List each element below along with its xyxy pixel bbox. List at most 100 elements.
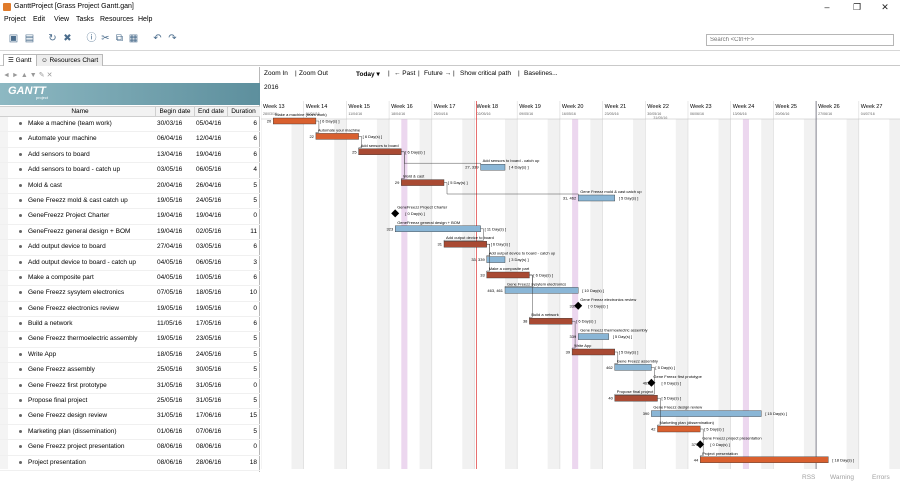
task-bar[interactable] [657, 425, 701, 433]
task-begin-date: 18/05/16 [157, 350, 183, 358]
task-bar[interactable] [272, 117, 317, 125]
task-bar[interactable] [651, 410, 762, 417]
table-row[interactable]: Make a composite part 04/05/16 10/05/16 6 [0, 271, 260, 287]
table-row[interactable]: Gene Freezz electronics review 19/05/16 19… [0, 302, 260, 318]
task-id-label: 20 [267, 119, 272, 124]
status-warning[interactable]: Warning [830, 474, 854, 481]
task-bar[interactable] [614, 395, 658, 402]
save-icon[interactable]: ▣ [8, 33, 19, 44]
task-bar[interactable] [443, 240, 487, 248]
status-rss[interactable]: RSS [802, 474, 816, 481]
ganttproject-logo: GANTT project [0, 83, 260, 105]
task-bar[interactable] [571, 348, 616, 356]
cut-icon[interactable]: ✂ [101, 33, 110, 44]
task-duration-label: [ 5 Day(s) ] [448, 180, 468, 185]
zoom-in-button[interactable]: Zoom In [264, 70, 288, 77]
baselines-button[interactable]: Baselines... [524, 70, 558, 77]
paste-icon[interactable]: ▦ [128, 33, 139, 44]
milestone-diamond[interactable] [574, 301, 583, 310]
future-button[interactable]: Future → [424, 70, 452, 77]
column-duration[interactable]: Duration [231, 108, 256, 115]
search-input[interactable] [706, 34, 894, 46]
tab-gantt[interactable]: ☰ Gantt [3, 54, 37, 66]
task-bar[interactable] [614, 364, 652, 371]
column-end-date[interactable]: End date [197, 108, 225, 115]
table-row[interactable]: Automate your machine 06/04/16 12/04/16 6 [0, 132, 260, 148]
table-row[interactable]: Gene Freezz project presentation 08/06/16… [0, 440, 260, 456]
table-row[interactable]: Mold & cast 20/04/16 26/04/16 5 [0, 179, 260, 194]
copy-icon[interactable]: ⧉ [115, 33, 124, 44]
dependency-arrow [358, 136, 362, 149]
table-row[interactable]: Make a machine (team work) 30/03/16 05/04/… [0, 117, 260, 133]
task-bar[interactable] [486, 256, 506, 263]
table-row[interactable]: Propose final project 25/05/16 31/05/16 5 [0, 394, 260, 410]
task-bar[interactable] [578, 333, 609, 340]
task-bar[interactable] [578, 194, 616, 202]
table-row[interactable]: Gene Freezz thermoelectric assembly 19/05… [0, 332, 260, 348]
critical-path-button[interactable]: Show critical path [460, 70, 511, 77]
table-row[interactable]: Project presentation 08/06/16 28/06/16 18 [0, 456, 260, 471]
task-bar[interactable] [486, 271, 530, 279]
close-button[interactable]: ✕ [881, 2, 889, 12]
vertical-scrollbar[interactable] [0, 117, 8, 469]
task-bar[interactable] [394, 225, 481, 233]
menu-tasks[interactable]: Tasks [76, 16, 94, 23]
task-name: Gene Freezz thermoelectric assembly [28, 335, 138, 343]
column-name[interactable]: Name [71, 108, 89, 115]
table-row[interactable]: Add sensors to board - catch up 03/05/16 0… [0, 163, 260, 179]
task-duration-label: [ 5 Day(s) ] [613, 334, 633, 339]
info-icon[interactable]: ⓘ [86, 33, 97, 44]
gantt-chart[interactable]: Week 13 28/03/16 Week 14 04/04/16 Week 15 11/… [261, 101, 900, 469]
task-bar[interactable] [529, 317, 573, 325]
column-begin-date[interactable]: Begin date [159, 108, 191, 115]
toolbar-separator: | [453, 70, 455, 77]
maximize-button[interactable]: ❐ [852, 2, 862, 12]
menu-help[interactable]: Help [138, 16, 153, 23]
task-id-label: 27, 339 [465, 165, 479, 170]
status-errors[interactable]: Errors [872, 474, 890, 481]
table-row[interactable]: Marketing plan (dissemination) 01/06/16 07… [0, 425, 260, 441]
task-bar[interactable] [480, 164, 506, 171]
table-row[interactable]: Write App 18/05/16 24/05/16 5 [0, 348, 260, 364]
redo-icon[interactable]: ↷ [168, 33, 177, 44]
tab-resources-chart[interactable]: ☺ Resources Chart [36, 54, 104, 66]
past-button[interactable]: ← Past [394, 70, 416, 77]
open-icon[interactable]: ▤ [24, 33, 35, 44]
table-row[interactable]: Build a network 11/05/16 17/05/16 6 [0, 317, 260, 333]
task-begin-date: 04/05/16 [157, 273, 183, 281]
table-row[interactable]: Gene Freezz assembly 25/05/16 30/05/16 5 [0, 363, 260, 379]
today-button[interactable]: Today ▾ [356, 71, 380, 78]
task-duration-label: [ 5 Day(s) ] [619, 350, 639, 355]
milestone-diamond[interactable] [391, 209, 400, 218]
task-bar-label: GeneFreezz Project Charter [397, 204, 448, 209]
task-bar[interactable] [315, 133, 359, 140]
milestone-diamond[interactable] [696, 440, 705, 449]
delete-icon[interactable]: ✖ [63, 33, 72, 44]
table-row[interactable]: GeneFreezz Project Charter 19/04/16 19/04/… [0, 209, 260, 225]
menu-view[interactable]: View [54, 16, 70, 23]
task-name: Add sensors to board [28, 150, 90, 158]
menu-resources[interactable]: Resources [100, 16, 134, 23]
table-row[interactable]: Add output device to board 27/04/16 03/05/… [0, 240, 260, 256]
undo-icon[interactable]: ↶ [153, 33, 162, 44]
task-bar[interactable] [504, 287, 579, 294]
table-row[interactable]: Gene Freezz design review 31/05/16 17/06/1… [0, 409, 260, 425]
tree-nav-icons[interactable]: ◄►▲▼✎✕ [3, 72, 55, 79]
task-bar[interactable] [358, 148, 402, 155]
table-row[interactable]: Add output device to board - catch up 04/… [0, 256, 260, 271]
task-duration: 0 [253, 443, 257, 451]
table-row[interactable]: GeneFreezz general design + BOM 19/04/16 0… [0, 225, 260, 241]
milestone-diamond[interactable] [647, 378, 656, 387]
menu-edit[interactable]: Edit [33, 16, 46, 23]
task-bar[interactable] [700, 456, 829, 463]
table-row[interactable]: Gene Freezz first prototype 31/05/16 31/05… [0, 379, 260, 395]
menu-project[interactable]: Project [4, 16, 26, 23]
task-bar[interactable] [401, 179, 445, 186]
zoom-out-button[interactable]: Zoom Out [299, 70, 328, 77]
minimize-button[interactable]: – [824, 2, 830, 12]
refresh-icon[interactable]: ↻ [48, 33, 57, 44]
table-row[interactable]: Gene Freezz sysytem electronics 07/05/16 1… [0, 286, 260, 302]
week-label: Week 22 [647, 104, 669, 110]
table-row[interactable]: Gene Freezz mold & cast catch up 19/05/16… [0, 194, 260, 210]
table-row[interactable]: Add sensors to board 13/04/16 19/04/16 6 [0, 148, 260, 164]
